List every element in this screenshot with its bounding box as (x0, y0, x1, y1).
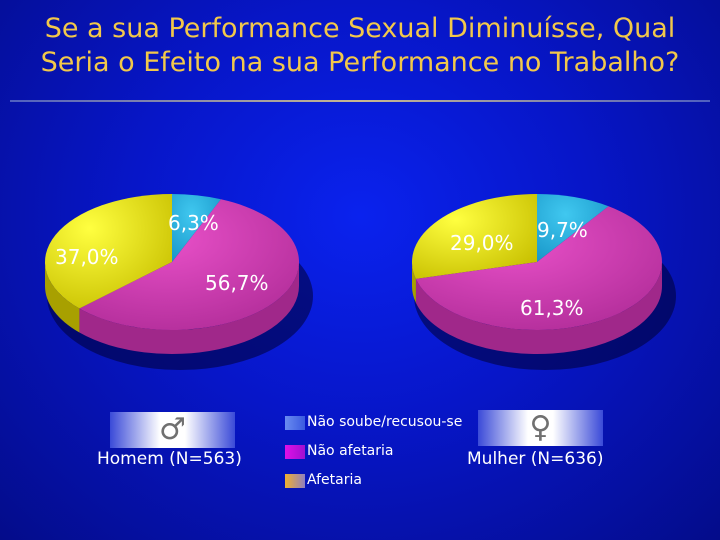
female-symbol-icon: ♀ (529, 410, 552, 445)
title-line-1: Se a sua Performance Sexual Diminuísse, … (44, 13, 676, 44)
pie-mulher: 9,7% 61,3% 29,0% (412, 194, 676, 370)
pie-slice (45, 194, 172, 309)
legend-label: Não afetaria (307, 443, 394, 459)
pie-slice (537, 194, 609, 262)
slice-label: 61,3% (520, 296, 584, 320)
pie-slice (415, 206, 662, 330)
slice-label: 37,0% (55, 245, 119, 269)
pie-slice (79, 199, 300, 331)
slice-label: 6,3% (168, 211, 219, 235)
chart-title: Se a sua Performance Sexual Diminuísse, … (0, 12, 720, 80)
group-label-homem: Homem (N=563) (97, 449, 242, 469)
slice-label: 29,0% (450, 231, 514, 255)
group-label-mulher: Mulher (N=636) (467, 449, 604, 469)
title-divider (10, 100, 710, 102)
pie-slice (412, 194, 537, 279)
legend-label: Afetaria (307, 472, 362, 488)
pie-slice (172, 194, 221, 262)
female-panel: ♀ (478, 410, 603, 446)
slice-label: 56,7% (205, 271, 269, 295)
legend-swatch (285, 416, 305, 430)
legend-label: Não soube/recusou-se (307, 414, 463, 430)
slice-label: 9,7% (537, 218, 588, 242)
pie-homem: 6,3% 56,7% 37,0% (44, 194, 313, 370)
male-panel: ♂ (110, 412, 235, 448)
title-line-2: Seria o Efeito na sua Performance no Tra… (40, 47, 680, 78)
male-symbol-icon: ♂ (159, 412, 186, 447)
legend-swatch (285, 445, 305, 459)
legend-swatch (285, 474, 305, 488)
